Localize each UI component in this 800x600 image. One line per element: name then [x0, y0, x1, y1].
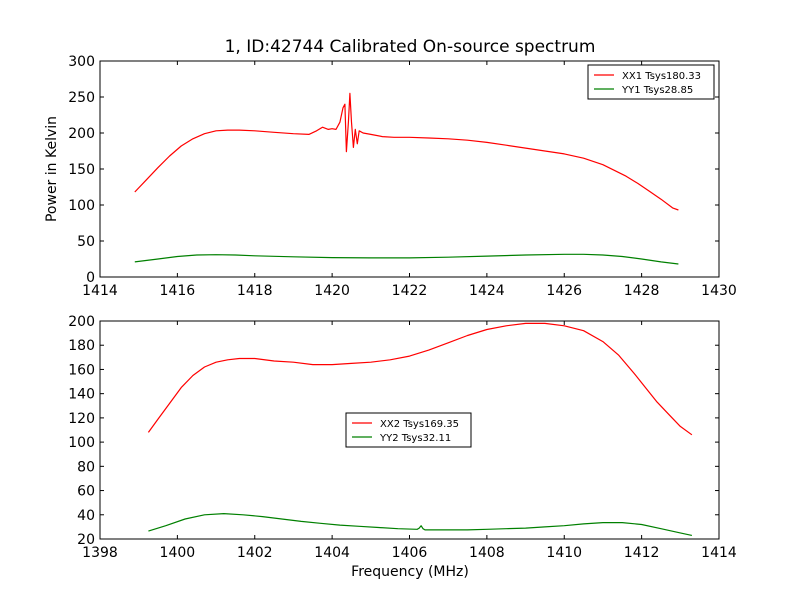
x-tick-label: 1430 — [701, 283, 737, 299]
y-tick-label: 20 — [77, 532, 95, 548]
x-tick-label: 1398 — [82, 545, 118, 561]
x-tick-label: 1400 — [160, 545, 196, 561]
y-tick-label: 50 — [77, 234, 95, 250]
x-tick-label: 1416 — [160, 283, 196, 299]
x-tick-label: 1414 — [701, 545, 737, 561]
series-line-yy — [148, 513, 693, 536]
legend-box — [345, 412, 472, 448]
x-tick-label: 1428 — [624, 283, 660, 299]
y-tick-label: 60 — [77, 484, 95, 500]
y-tick-label: 140 — [68, 387, 95, 403]
x-tick-label: 1406 — [392, 545, 428, 561]
y-tick-label: 180 — [68, 338, 95, 354]
x-tick-label: 1426 — [546, 283, 582, 299]
y-tick-label: 250 — [68, 90, 95, 106]
series-line-xx — [134, 92, 679, 211]
top-spectrum-panel: 1, ID:42744 Calibrated On-source spectru… — [44, 37, 737, 299]
x-tick-label: 1422 — [392, 283, 428, 299]
bottom-spectrum-panel: Frequency (MHz) 1398 1400 1402 1404 1406 1408… — [68, 314, 737, 580]
top-y-axis-title: Power in Kelvin — [44, 116, 60, 222]
x-tick-label: 1418 — [237, 283, 273, 299]
x-tick-label: 1414 — [82, 283, 118, 299]
legend: XX1 Tsys180.33 YY1 Tsys28.85 — [587, 64, 715, 100]
y-tick-label: 160 — [68, 362, 95, 378]
legend-entry-label: YY1 Tsys28.85 — [621, 85, 693, 96]
x-tick-label: 1408 — [469, 545, 505, 561]
x-tick-label: 1404 — [314, 545, 350, 561]
bottom-x-axis-title: Frequency (MHz) — [351, 564, 469, 580]
legend-entry-label: YY2 Tsys32.11 — [379, 433, 451, 444]
legend-box — [587, 64, 715, 100]
x-tick-label: 1424 — [469, 283, 505, 299]
y-tick-label: 100 — [68, 198, 95, 214]
x-tick-label: 1402 — [237, 545, 273, 561]
y-tick-label: 80 — [77, 459, 95, 475]
x-tick-label: 1412 — [624, 545, 660, 561]
legend-entry-label: XX2 Tsys169.35 — [380, 419, 459, 430]
y-tick-label: 300 — [68, 54, 95, 70]
y-tick-label: 0 — [86, 270, 95, 286]
y-tick-label: 120 — [68, 411, 95, 427]
y-tick-label: 200 — [68, 126, 95, 142]
series-line-yy — [134, 253, 679, 265]
y-tick-label: 200 — [68, 314, 95, 330]
x-tick-label: 1410 — [546, 545, 582, 561]
legend-entry-label: XX1 Tsys180.33 — [622, 71, 701, 82]
y-tick-label: 100 — [68, 435, 95, 451]
legend: XX2 Tsys169.35 YY2 Tsys32.11 — [345, 412, 472, 448]
x-tick-label: 1420 — [314, 283, 350, 299]
series-line-xx — [147, 322, 693, 436]
y-tick-label: 150 — [68, 162, 95, 178]
y-tick-label: 40 — [77, 508, 95, 524]
chart-title: 1, ID:42744 Calibrated On-source spectru… — [225, 37, 596, 57]
